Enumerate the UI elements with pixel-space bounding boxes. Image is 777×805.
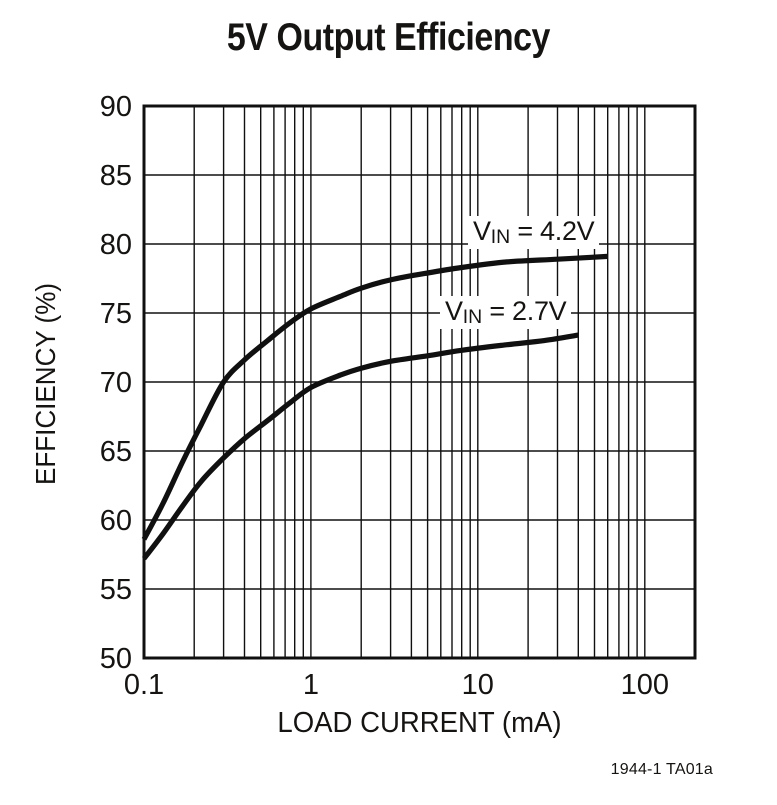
y-tick-label: 55: [100, 574, 132, 606]
x-tick-label: 100: [621, 669, 669, 701]
series-line-vin-2-7v: [141, 332, 579, 561]
y-tick-label: 85: [100, 160, 132, 192]
y-tick-label: 75: [100, 298, 132, 330]
y-tick-label: 80: [100, 229, 132, 261]
x-tick-label: 1: [303, 669, 319, 701]
x-tick-label: 10: [462, 669, 494, 701]
plot-border: [142, 104, 697, 660]
series-label-value: = 4.2V: [510, 216, 595, 246]
series-label-prefix: V: [473, 216, 491, 246]
y-axis-title: EFFICIENCY (%): [30, 282, 61, 486]
series-label-vin-4-2v: VIN = 4.2V: [468, 216, 600, 249]
y-tick-label: 65: [100, 436, 132, 468]
y-tick-label: 70: [100, 367, 132, 399]
series-label-vin-2-7v: VIN = 2.7V: [440, 296, 572, 329]
x-tick-label: 0.1: [124, 669, 164, 701]
series-label-prefix: V: [445, 296, 463, 326]
y-tick-label: 90: [100, 91, 132, 123]
chart-title: 5V Output Efficiency: [226, 16, 551, 59]
x-axis-title: LOAD CURRENT (mA): [277, 707, 562, 739]
series-label-subscript: IN: [462, 306, 483, 329]
figure-code: 1944-1 TA01a: [610, 761, 713, 778]
y-tick-label: 50: [100, 643, 132, 675]
y-tick-label: 60: [100, 505, 132, 537]
series-line-vin-4-2v: [141, 253, 608, 541]
series-label-subscript: IN: [490, 226, 511, 249]
series-label-value: = 2.7V: [482, 296, 567, 326]
